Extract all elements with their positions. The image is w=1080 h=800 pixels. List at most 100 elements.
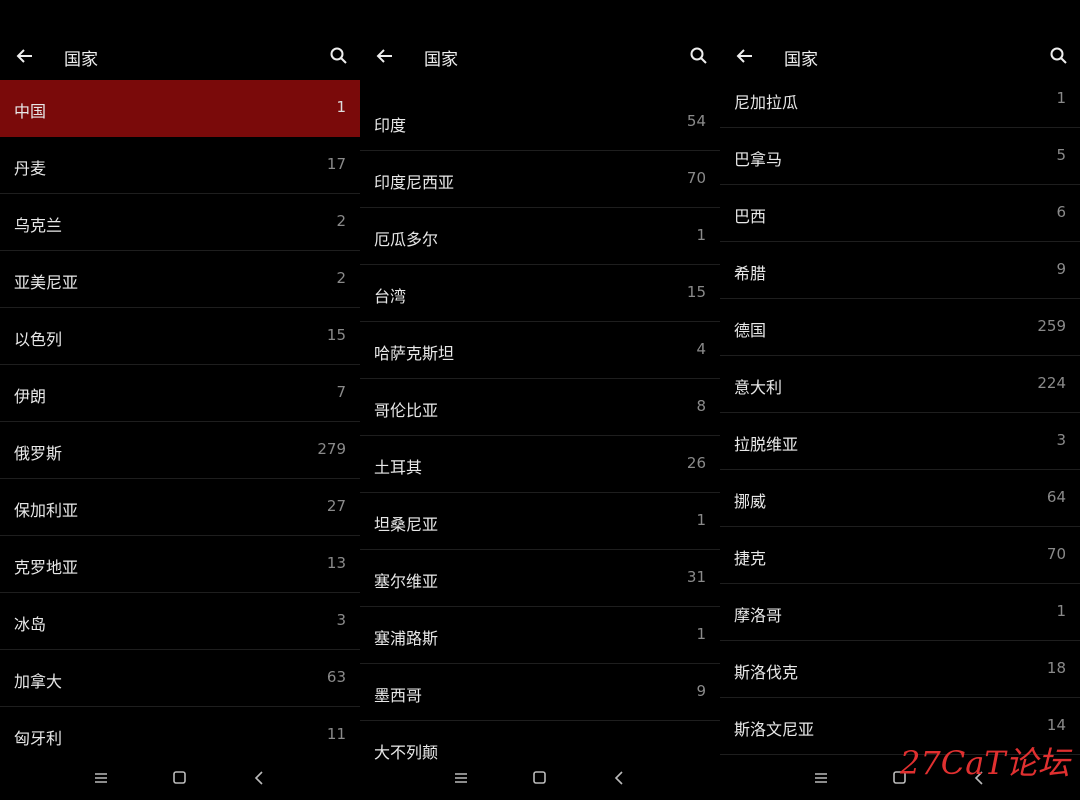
country-name: 哥伦比亚 [374, 401, 439, 420]
country-row[interactable]: 拉脱维亚 3 [720, 413, 1080, 470]
country-row[interactable]: 巴拿马 5 [720, 128, 1080, 185]
country-row[interactable]: 克罗地亚 13 [0, 536, 360, 593]
search-icon[interactable] [1050, 47, 1064, 61]
country-row[interactable]: 台湾 15 [360, 265, 720, 322]
country-count: 1 [1056, 89, 1066, 107]
country-row[interactable]: 哥伦比亚 8 [360, 379, 720, 436]
country-row[interactable]: 丹麦 17 [0, 137, 360, 194]
country-row[interactable]: 挪威 64 [720, 470, 1080, 527]
nav-icons [95, 771, 263, 785]
country-name: 加拿大 [14, 672, 63, 691]
country-row[interactable]: 以色列 15 [0, 308, 360, 365]
country-name: 希腊 [734, 264, 767, 283]
country-row[interactable]: 哈萨克斯坦 4 [360, 322, 720, 379]
country-count: 70 [686, 169, 706, 187]
country-row[interactable]: 尼加拉瓜 1 [720, 71, 1080, 128]
country-row[interactable]: 俄罗斯 279 [0, 422, 360, 479]
country-name: 斯洛文尼亚 [734, 720, 815, 739]
country-row[interactable]: 土耳其 26 [360, 436, 720, 493]
home-button[interactable] [533, 771, 546, 784]
country-row[interactable]: 大不列颠 [360, 721, 720, 760]
country-name: 克罗地亚 [14, 558, 79, 577]
country-count: 3 [1056, 431, 1066, 449]
menu-button[interactable] [815, 773, 827, 783]
back-icon[interactable] [16, 49, 32, 63]
back-button[interactable] [254, 771, 263, 785]
country-name: 大不列颠 [374, 743, 439, 760]
country-name: 台湾 [374, 287, 407, 306]
country-row[interactable]: 亚美尼亚 2 [0, 251, 360, 308]
home-button[interactable] [173, 771, 186, 784]
header-icons [376, 47, 707, 64]
country-count: 224 [1037, 374, 1066, 392]
country-row[interactable]: 坦桑尼亚 1 [360, 493, 720, 550]
country-row[interactable]: 巴西 6 [720, 185, 1080, 242]
back-icon[interactable] [736, 49, 752, 63]
header-icons [16, 47, 347, 64]
country-count: 1 [696, 226, 706, 244]
country-row[interactable]: 中国 1 [0, 80, 360, 137]
back-button[interactable] [614, 771, 623, 785]
back-button[interactable] [974, 771, 983, 785]
country-count: 1 [336, 98, 346, 116]
country-name: 印度 [374, 116, 407, 135]
country-count: 26 [686, 454, 706, 472]
search-icon[interactable] [330, 47, 344, 61]
country-row[interactable]: 伊朗 7 [0, 365, 360, 422]
country-list: 尼加拉瓜 1 巴拿马 5 巴西 6 希腊 9 德国 259 意大利 224 拉脱维亚 3 挪威 64 捷克 70 摩… [720, 0, 1080, 760]
back-icon[interactable] [376, 49, 392, 63]
country-name: 捷克 [734, 549, 767, 568]
country-row[interactable]: 印度尼西亚 70 [360, 151, 720, 208]
country-row[interactable]: 墨西哥 9 [360, 664, 720, 721]
country-row[interactable]: 捷克 70 [720, 527, 1080, 584]
watermark: 27CaT论坛 [900, 744, 1070, 782]
country-name: 丹麦 [14, 159, 47, 178]
country-row[interactable]: 保加利亚 27 [0, 479, 360, 536]
country-row[interactable]: 意大利 224 [720, 356, 1080, 413]
header-title: 国家 [424, 50, 458, 70]
country-row[interactable]: 印度 54 [360, 94, 720, 151]
menu-button[interactable] [95, 773, 107, 783]
country-count: 2 [336, 269, 346, 287]
country-row[interactable]: 德国 259 [720, 299, 1080, 356]
country-row[interactable]: 斯洛文尼亚 14 [720, 698, 1080, 755]
country-count: 63 [326, 668, 346, 686]
country-row[interactable]: 匈牙利 11 [0, 707, 360, 760]
country-row[interactable]: 摩洛哥 1 [720, 584, 1080, 641]
header-title: 国家 [64, 50, 98, 70]
country-name: 亚美尼亚 [14, 273, 79, 292]
country-count: 4 [696, 340, 706, 358]
country-row[interactable]: 塞浦路斯 1 [360, 607, 720, 664]
country-name: 拉脱维亚 [734, 435, 799, 454]
nav-icons [815, 771, 983, 785]
country-name: 塞尔维亚 [374, 572, 439, 591]
app-header: 国家 [0, 0, 360, 80]
country-count: 3 [336, 611, 346, 629]
country-count: 11 [326, 725, 346, 743]
country-name: 尼加拉瓜 [734, 93, 799, 112]
country-count: 17 [326, 155, 346, 173]
search-icon[interactable] [690, 47, 704, 61]
country-row[interactable]: 厄瓜多尔 1 [360, 208, 720, 265]
country-count: 18 [1046, 659, 1066, 677]
nav-bar [0, 760, 360, 800]
country-row[interactable]: 斯洛伐克 18 [720, 641, 1080, 698]
header-icons [736, 47, 1067, 64]
home-button[interactable] [893, 771, 906, 784]
country-row[interactable]: 塞尔维亚 31 [360, 550, 720, 607]
country-count: 54 [686, 112, 706, 130]
country-list: 印度 54 印度尼西亚 70 厄瓜多尔 1 台湾 15 哈萨克斯坦 4 哥伦比亚 8 土耳其 26 坦桑尼亚… [360, 0, 720, 760]
country-count: 13 [326, 554, 346, 572]
country-row[interactable]: 加拿大 63 [0, 650, 360, 707]
country-name: 乌克兰 [14, 216, 63, 235]
country-count: 1 [1056, 602, 1066, 620]
menu-button[interactable] [455, 773, 467, 783]
country-row[interactable]: 冰岛 3 [0, 593, 360, 650]
country-count: 9 [1056, 260, 1066, 278]
country-row[interactable]: 希腊 9 [720, 242, 1080, 299]
country-name: 印度尼西亚 [374, 173, 455, 192]
country-count: 6 [1056, 203, 1066, 221]
country-count: 15 [686, 283, 706, 301]
country-row[interactable]: 乌克兰 2 [0, 194, 360, 251]
country-count: 2 [336, 212, 346, 230]
